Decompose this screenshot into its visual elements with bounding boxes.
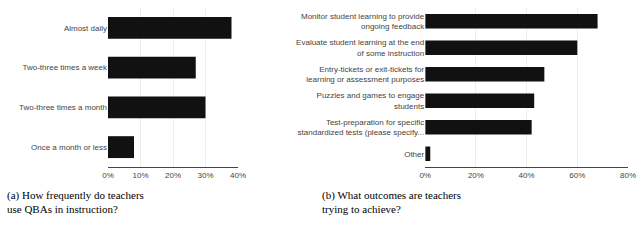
svg-text:Other: Other	[404, 150, 424, 159]
svg-text:(b) What outcomes are teachers: (b) What outcomes are teacherstrying to …	[322, 189, 461, 215]
svg-text:40%: 40%	[519, 171, 535, 180]
svg-text:60%: 60%	[569, 171, 585, 180]
svg-text:Two-three times a week: Two-three times a week	[23, 63, 108, 72]
svg-text:80%: 80%	[620, 171, 636, 180]
svg-text:Test-preparation for specifics: Test-preparation for specificstandardize…	[298, 118, 425, 137]
svg-text:20%: 20%	[165, 171, 181, 180]
svg-text:Almost daily: Almost daily	[64, 24, 107, 33]
svg-text:30%: 30%	[197, 171, 213, 180]
svg-text:Evaluate student learning at t: Evaluate student learning at the endof s…	[296, 38, 424, 57]
svg-text:Monitor student learning to pr: Monitor student learning to provideongoi…	[301, 12, 425, 31]
svg-text:(a) How frequently do teachers: (a) How frequently do teachersuse QBAs i…	[7, 189, 144, 215]
svg-text:Entry-tickets or exit-tickets: Entry-tickets or exit-tickets forlearnin…	[306, 65, 424, 84]
svg-text:0%: 0%	[419, 171, 431, 180]
svg-text:10%: 10%	[132, 171, 148, 180]
svg-text:Puzzles and games to engagestu: Puzzles and games to engagestudents	[317, 91, 425, 110]
svg-text:Once a month or less: Once a month or less	[31, 143, 107, 152]
svg-text:0%: 0%	[102, 171, 114, 180]
svg-text:20%: 20%	[468, 171, 484, 180]
svg-text:Two-three times a month: Two-three times a month	[19, 103, 107, 112]
svg-text:40%: 40%	[230, 171, 246, 180]
